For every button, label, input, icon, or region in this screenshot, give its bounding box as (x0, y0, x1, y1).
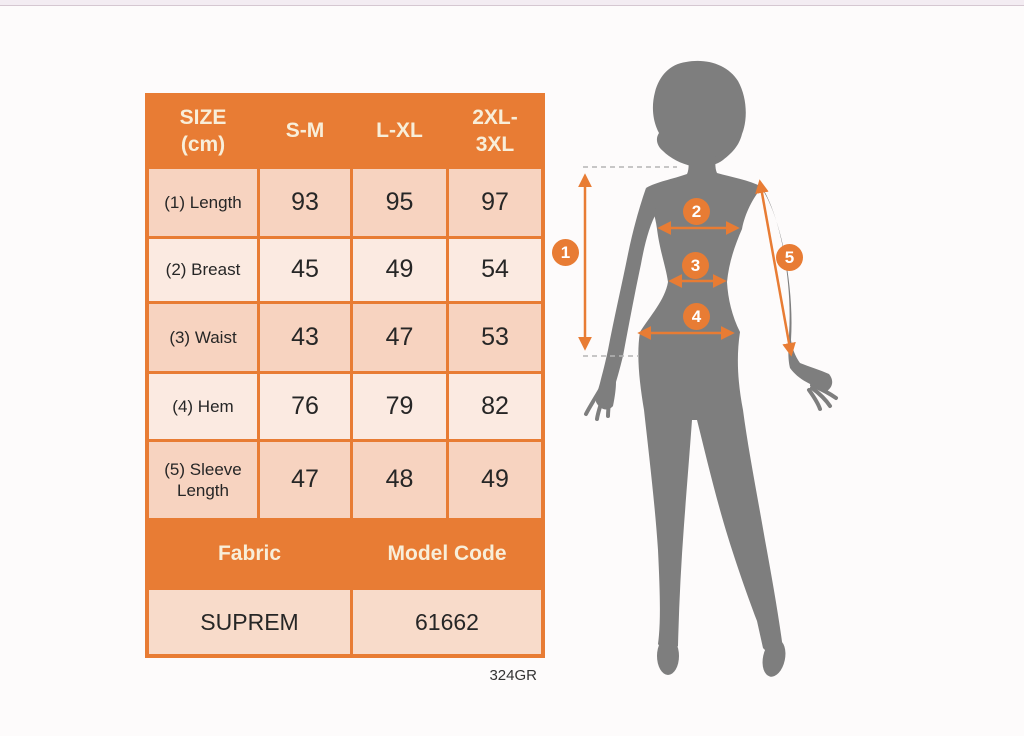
row-hem-label: (4) Hem (149, 374, 257, 439)
row-length-sm: 93 (260, 169, 350, 236)
row-waist-sm: 43 (260, 304, 350, 371)
row-waist-label: (3) Waist (149, 304, 257, 371)
row-breast-label: (2) Breast (149, 239, 257, 301)
row-hem-sm: 76 (260, 374, 350, 439)
model-code-value: 61662 (353, 590, 541, 654)
row-length-label: (1) Length (149, 169, 257, 236)
row-sleeve-sm: 47 (260, 442, 350, 518)
row-sleeve-lxl: 48 (353, 442, 446, 518)
size-table: SIZE (cm) S-M L-XL 2XL- 3XL (1) Length 9… (145, 93, 545, 658)
row-waist-2xl3xl: 53 (449, 304, 541, 371)
marker-2-breast: 2 (683, 198, 710, 225)
marker-3-waist: 3 (682, 252, 709, 279)
row-breast-2xl3xl: 54 (449, 239, 541, 301)
woman-silhouette-svg (578, 60, 838, 677)
row-breast-lxl: 49 (353, 239, 446, 301)
fabric-value: SUPREM (149, 590, 350, 654)
marker-5-sleeve: 5 (776, 244, 803, 271)
measurement-figure (548, 52, 884, 704)
top-border-strip (0, 0, 1024, 6)
arrow-sleeve (755, 179, 796, 357)
row-breast-sm: 45 (260, 239, 350, 301)
marker-4-hem: 4 (683, 303, 710, 330)
woman-silhouette (584, 60, 838, 677)
row-sleeve-2xl3xl: 49 (449, 442, 541, 518)
row-length-lxl: 95 (353, 169, 446, 236)
marker-1-length: 1 (552, 239, 579, 266)
row-length-2xl3xl: 97 (449, 169, 541, 236)
weight-note: 324GR (489, 667, 537, 684)
header-2xl-3xl: 2XL- 3XL (449, 97, 541, 166)
model-code-header: Model Code (353, 521, 541, 587)
row-hem-lxl: 79 (353, 374, 446, 439)
row-sleeve-label: (5) Sleeve Length (149, 442, 257, 518)
header-size-cm: SIZE (cm) (149, 97, 257, 166)
header-s-m: S-M (260, 97, 350, 166)
row-hem-2xl3xl: 82 (449, 374, 541, 439)
header-l-xl: L-XL (353, 97, 446, 166)
fabric-header: Fabric (149, 521, 350, 587)
row-waist-lxl: 47 (353, 304, 446, 371)
